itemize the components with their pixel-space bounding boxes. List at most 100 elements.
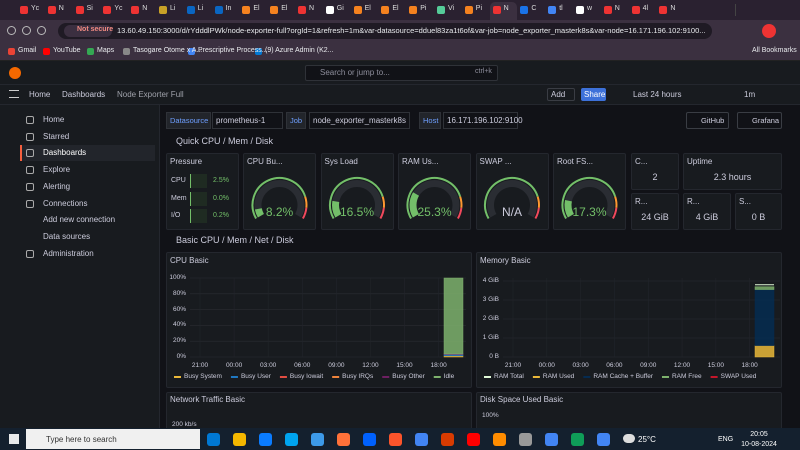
tab-icon[interactable] <box>381 6 390 14</box>
search-box[interactable] <box>305 65 498 81</box>
tab-icon[interactable] <box>520 6 529 14</box>
start-button[interactable] <box>9 434 19 444</box>
tab-title[interactable]: Pi <box>420 5 427 12</box>
time-picker[interactable]: Last 24 hours <box>633 90 682 99</box>
tab-title[interactable]: N <box>670 5 676 12</box>
back-button[interactable] <box>7 26 16 35</box>
tab-title[interactable]: Li <box>197 5 204 12</box>
legend-entry[interactable]: SWAP Used <box>720 373 757 380</box>
tab-title[interactable]: Gi <box>336 5 344 12</box>
taskbar-app[interactable] <box>441 433 454 446</box>
reload-button[interactable] <box>37 26 46 35</box>
legend-entry[interactable]: Busy Other <box>392 373 425 380</box>
tab-icon[interactable] <box>409 6 418 14</box>
link-button[interactable] <box>737 112 782 129</box>
tab-title[interactable]: Yc <box>31 5 40 12</box>
clock-time[interactable]: 20:05 <box>750 431 768 438</box>
legend-entry[interactable]: RAM Cache + Buffer <box>593 373 653 380</box>
bookmark[interactable]: Maps <box>97 47 115 54</box>
tab-title[interactable]: N <box>503 5 509 12</box>
tab-icon[interactable] <box>437 6 445 14</box>
tab-icon[interactable] <box>20 6 28 14</box>
tab-title[interactable]: N <box>58 5 64 12</box>
variable-select[interactable] <box>443 112 518 129</box>
breadcrumb[interactable]: Home <box>29 90 51 99</box>
tab-title[interactable]: El <box>281 5 288 12</box>
taskbar-search[interactable] <box>26 429 200 449</box>
tab-icon[interactable] <box>214 6 223 14</box>
bookmark[interactable]: Tasogare Otome x A... <box>133 47 203 54</box>
tab-title[interactable]: El <box>392 5 399 12</box>
weather[interactable]: 25°C <box>638 435 656 444</box>
refresh-interval[interactable]: 1m <box>744 90 756 99</box>
breadcrumb[interactable]: Node Exporter Full <box>117 90 184 99</box>
tab-icon[interactable] <box>603 6 612 14</box>
menu-toggle[interactable] <box>9 90 19 98</box>
tab-icon[interactable] <box>186 6 195 14</box>
tab-icon[interactable] <box>47 6 56 14</box>
legend-entry[interactable]: Idle <box>443 373 455 380</box>
taskbar-app[interactable] <box>415 433 428 446</box>
tab-title[interactable]: C <box>531 5 537 12</box>
nav-item[interactable]: Administration <box>43 248 94 258</box>
nav-subitem[interactable]: Data sources <box>43 231 91 241</box>
bookmark[interactable]: Gmail <box>18 47 37 54</box>
address-bar[interactable] <box>58 23 712 39</box>
tab-icon[interactable] <box>548 6 557 14</box>
profile[interactable] <box>762 24 776 38</box>
tab-icon[interactable] <box>131 6 140 14</box>
nav-item[interactable]: Home <box>43 115 65 124</box>
breadcrumb[interactable]: Dashboards <box>62 90 106 99</box>
link-button[interactable] <box>686 112 729 129</box>
legend-entry[interactable]: Busy User <box>240 373 271 380</box>
nav-item[interactable]: Dashboards <box>43 148 87 158</box>
tab-icon[interactable] <box>270 6 279 14</box>
variable-select[interactable] <box>212 112 283 129</box>
tab-icon[interactable] <box>242 6 251 14</box>
tab-icon[interactable] <box>325 6 334 14</box>
tab-icon[interactable] <box>492 6 501 14</box>
taskbar-app[interactable] <box>363 433 376 446</box>
language[interactable]: ENG <box>718 436 734 443</box>
taskbar-app[interactable] <box>311 433 324 446</box>
taskbar-app[interactable] <box>597 433 610 446</box>
tab-title[interactable]: El <box>253 5 260 12</box>
forward-button[interactable] <box>22 26 31 35</box>
nav-item[interactable]: Alerting <box>43 181 71 191</box>
share-button[interactable] <box>581 88 606 101</box>
bookmark[interactable]: All Bookmarks <box>752 47 797 54</box>
nav-item[interactable]: Explore <box>43 165 71 175</box>
tab-title[interactable]: N <box>142 5 148 12</box>
tab-icon[interactable] <box>464 6 473 14</box>
tab-title[interactable]: El <box>364 5 371 12</box>
taskbar-app[interactable] <box>493 433 506 446</box>
taskbar-app[interactable] <box>519 433 532 446</box>
taskbar-app[interactable] <box>467 433 480 446</box>
legend-entry[interactable]: Busy IRQs <box>342 373 374 380</box>
legend-entry[interactable]: RAM Used <box>542 373 575 380</box>
taskbar-app[interactable] <box>207 433 220 446</box>
tab-title[interactable]: Yc <box>114 5 123 12</box>
legend-entry[interactable]: RAM Free <box>671 373 702 380</box>
tab-title[interactable]: Li <box>170 5 176 12</box>
tab-icon[interactable] <box>75 6 84 14</box>
tab-title[interactable]: Si <box>86 5 93 12</box>
bookmark[interactable]: (9) Azure Admin (K2... <box>265 47 334 54</box>
legend-entry[interactable]: Busy Iowait <box>289 373 324 380</box>
tab-title[interactable]: tl <box>559 5 563 12</box>
add-button[interactable] <box>547 88 575 101</box>
tab-title[interactable]: 4l <box>642 5 649 12</box>
tab-icon[interactable] <box>631 6 640 14</box>
tab-icon[interactable] <box>159 6 167 14</box>
taskbar-app[interactable] <box>337 433 350 446</box>
tab-title[interactable]: N <box>614 5 620 12</box>
tab-title[interactable]: N <box>309 5 315 12</box>
taskbar-app[interactable] <box>571 433 584 446</box>
tab-title[interactable]: Vi <box>448 5 455 12</box>
row-title[interactable]: Quick CPU / Mem / Disk <box>176 136 274 146</box>
bookmark[interactable]: Prescriptive Process... <box>198 47 268 54</box>
taskbar-app[interactable] <box>389 433 402 446</box>
tab-title[interactable]: In <box>225 5 232 12</box>
tab-icon[interactable] <box>659 6 668 14</box>
taskbar-app[interactable] <box>233 433 246 446</box>
